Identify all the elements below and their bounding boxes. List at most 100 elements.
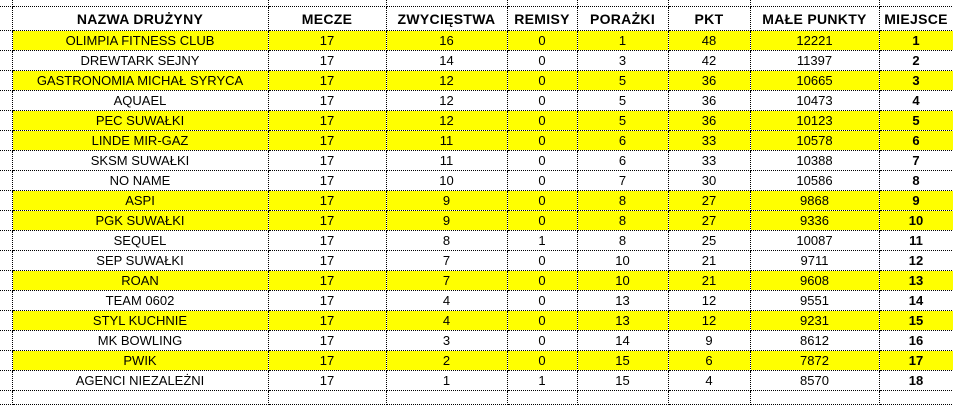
cell-mecze[interactable]: 17 — [267, 110, 387, 131]
cell-pkt[interactable]: 6 — [667, 350, 751, 371]
row-margin-cell[interactable] — [0, 350, 13, 371]
cell-male-punkty[interactable]: 8570 — [749, 370, 880, 391]
cell-male-punkty[interactable]: 10473 — [749, 90, 880, 111]
cell-mecze[interactable]: 17 — [267, 370, 387, 391]
cell-remisy[interactable]: 0 — [506, 170, 578, 191]
row-margin-cell[interactable] — [0, 290, 13, 311]
cell-pkt[interactable]: 36 — [667, 70, 751, 91]
empty-cell[interactable] — [576, 390, 669, 405]
cell-remisy[interactable]: 0 — [506, 90, 578, 111]
row-margin-cell[interactable] — [0, 310, 13, 331]
column-header-pkt[interactable]: PKT — [667, 6, 751, 31]
cell-team-name[interactable]: SEP SUWAŁKI — [11, 250, 269, 271]
column-header-male-punkty[interactable]: MAŁE PUNKTY — [749, 6, 880, 31]
cell-team-name[interactable]: MK BOWLING — [11, 330, 269, 351]
cell-mecze[interactable]: 17 — [267, 270, 387, 291]
row-margin-cell[interactable] — [0, 30, 13, 51]
cell-miejsce[interactable]: 8 — [878, 170, 953, 191]
column-header-miejsce[interactable]: MIEJSCE — [878, 6, 953, 31]
cell-male-punkty[interactable]: 9868 — [749, 190, 880, 211]
column-header-mecze[interactable]: MECZE — [267, 6, 387, 31]
cell-miejsce[interactable]: 9 — [878, 190, 953, 211]
cell-miejsce[interactable]: 13 — [878, 270, 953, 291]
cell-male-punkty[interactable]: 10665 — [749, 70, 880, 91]
row-margin-cell[interactable] — [0, 170, 13, 191]
cell-male-punkty[interactable]: 12221 — [749, 30, 880, 51]
cell-zwyciestwa[interactable]: 8 — [385, 230, 508, 251]
cell-pkt[interactable]: 27 — [667, 210, 751, 231]
cell-pkt[interactable]: 33 — [667, 150, 751, 171]
cell-porazki[interactable]: 8 — [576, 230, 669, 251]
cell-miejsce[interactable]: 4 — [878, 90, 953, 111]
cell-male-punkty[interactable]: 10578 — [749, 130, 880, 151]
cell-porazki[interactable]: 13 — [576, 290, 669, 311]
cell-mecze[interactable]: 17 — [267, 230, 387, 251]
empty-cell[interactable] — [385, 390, 508, 405]
cell-miejsce[interactable]: 6 — [878, 130, 953, 151]
row-margin-cell[interactable] — [0, 210, 13, 231]
row-margin-cell[interactable] — [0, 230, 13, 251]
cell-mecze[interactable]: 17 — [267, 150, 387, 171]
cell-porazki[interactable]: 10 — [576, 250, 669, 271]
cell-remisy[interactable]: 0 — [506, 270, 578, 291]
cell-team-name[interactable]: LINDE MIR-GAZ — [11, 130, 269, 151]
cell-team-name[interactable]: AGENCI NIEZALEŻNI — [11, 370, 269, 391]
cell-remisy[interactable]: 0 — [506, 150, 578, 171]
cell-zwyciestwa[interactable]: 10 — [385, 170, 508, 191]
cell-pkt[interactable]: 30 — [667, 170, 751, 191]
cell-team-name[interactable]: SKSM SUWAŁKI — [11, 150, 269, 171]
cell-mecze[interactable]: 17 — [267, 290, 387, 311]
cell-team-name[interactable]: TEAM 0602 — [11, 290, 269, 311]
cell-team-name[interactable]: PEC SUWAŁKI — [11, 110, 269, 131]
cell-mecze[interactable]: 17 — [267, 190, 387, 211]
cell-mecze[interactable]: 17 — [267, 250, 387, 271]
cell-mecze[interactable]: 17 — [267, 130, 387, 151]
cell-porazki[interactable]: 7 — [576, 170, 669, 191]
cell-pkt[interactable]: 9 — [667, 330, 751, 351]
cell-zwyciestwa[interactable]: 16 — [385, 30, 508, 51]
cell-pkt[interactable]: 4 — [667, 370, 751, 391]
cell-miejsce[interactable]: 5 — [878, 110, 953, 131]
cell-male-punkty[interactable]: 9231 — [749, 310, 880, 331]
cell-porazki[interactable]: 5 — [576, 70, 669, 91]
cell-mecze[interactable]: 17 — [267, 90, 387, 111]
cell-remisy[interactable]: 0 — [506, 30, 578, 51]
row-margin-cell[interactable] — [0, 150, 13, 171]
row-margin-cell[interactable] — [0, 110, 13, 131]
cell-remisy[interactable]: 0 — [506, 330, 578, 351]
row-margin-cell[interactable] — [0, 130, 13, 151]
empty-cell[interactable] — [878, 390, 953, 405]
empty-cell[interactable] — [0, 390, 13, 405]
cell-pkt[interactable]: 48 — [667, 30, 751, 51]
cell-miejsce[interactable]: 18 — [878, 370, 953, 391]
cell-zwyciestwa[interactable]: 7 — [385, 270, 508, 291]
cell-male-punkty[interactable]: 10388 — [749, 150, 880, 171]
cell-remisy[interactable]: 0 — [506, 70, 578, 91]
cell-porazki[interactable]: 5 — [576, 90, 669, 111]
cell-zwyciestwa[interactable]: 11 — [385, 130, 508, 151]
cell-miejsce[interactable]: 11 — [878, 230, 953, 251]
cell-male-punkty[interactable]: 9608 — [749, 270, 880, 291]
cell-pkt[interactable]: 36 — [667, 110, 751, 131]
column-header-zwyciestwa[interactable]: ZWYCIĘSTWA — [385, 6, 508, 31]
cell-porazki[interactable]: 8 — [576, 190, 669, 211]
cell-team-name[interactable]: GASTRONOMIA MICHAŁ SYRYCA — [11, 70, 269, 91]
cell-zwyciestwa[interactable]: 11 — [385, 150, 508, 171]
cell-remisy[interactable]: 0 — [506, 290, 578, 311]
cell-zwyciestwa[interactable]: 3 — [385, 330, 508, 351]
cell-remisy[interactable]: 0 — [506, 350, 578, 371]
cell-miejsce[interactable]: 17 — [878, 350, 953, 371]
cell-team-name[interactable]: PWIK — [11, 350, 269, 371]
cell-porazki[interactable]: 8 — [576, 210, 669, 231]
row-margin-cell[interactable] — [0, 250, 13, 271]
cell-miejsce[interactable]: 14 — [878, 290, 953, 311]
cell-miejsce[interactable]: 16 — [878, 330, 953, 351]
row-margin-cell[interactable] — [0, 6, 13, 31]
row-margin-cell[interactable] — [0, 270, 13, 291]
cell-porazki[interactable]: 14 — [576, 330, 669, 351]
column-header-porazki[interactable]: PORAŻKI — [576, 6, 669, 31]
row-margin-cell[interactable] — [0, 70, 13, 91]
empty-cell[interactable] — [749, 390, 880, 405]
cell-remisy[interactable]: 0 — [506, 50, 578, 71]
cell-pkt[interactable]: 12 — [667, 310, 751, 331]
